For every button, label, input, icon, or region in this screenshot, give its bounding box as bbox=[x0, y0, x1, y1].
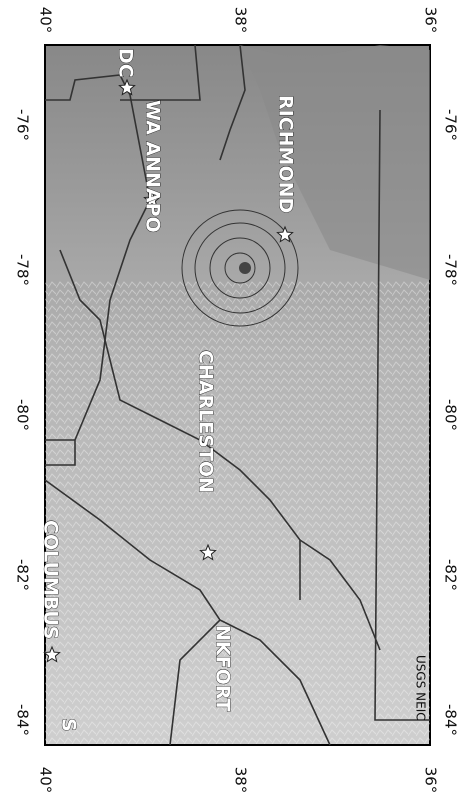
lat-label: 38° bbox=[232, 7, 250, 34]
map: 40° 40° 38° 38° 36° 36° -76° -76° -78° -78° -80° -8… bbox=[0, 0, 471, 800]
city-label: NKFORT bbox=[212, 625, 234, 712]
lon-label: -78° bbox=[442, 254, 460, 286]
city-label: RICHMOND bbox=[275, 95, 297, 213]
lat-label: 40° bbox=[37, 7, 55, 34]
lon-label: -76° bbox=[442, 109, 460, 141]
lat-label: 40° bbox=[37, 767, 55, 794]
relief bbox=[45, 280, 430, 745]
lon-label: -78° bbox=[14, 254, 32, 286]
lon-label: -84° bbox=[442, 704, 460, 736]
lat-label: 36° bbox=[422, 7, 440, 34]
city-label: CHARLESTON bbox=[195, 350, 217, 493]
lon-label: -76° bbox=[14, 109, 32, 141]
lon-label: -82° bbox=[442, 559, 460, 591]
city-label: COLUMBUS bbox=[40, 520, 62, 639]
city-label: S bbox=[58, 718, 80, 732]
city-label: DC bbox=[115, 48, 137, 78]
city-label: WA ANNAPO bbox=[142, 100, 164, 233]
credit: USGS NEIC bbox=[414, 655, 428, 721]
lon-label: -84° bbox=[14, 704, 32, 736]
lon-label: -80° bbox=[442, 399, 460, 431]
lat-label: 36° bbox=[422, 767, 440, 794]
lon-label: -82° bbox=[14, 559, 32, 591]
lon-label: -80° bbox=[14, 399, 32, 431]
lat-label: 38° bbox=[232, 767, 250, 794]
